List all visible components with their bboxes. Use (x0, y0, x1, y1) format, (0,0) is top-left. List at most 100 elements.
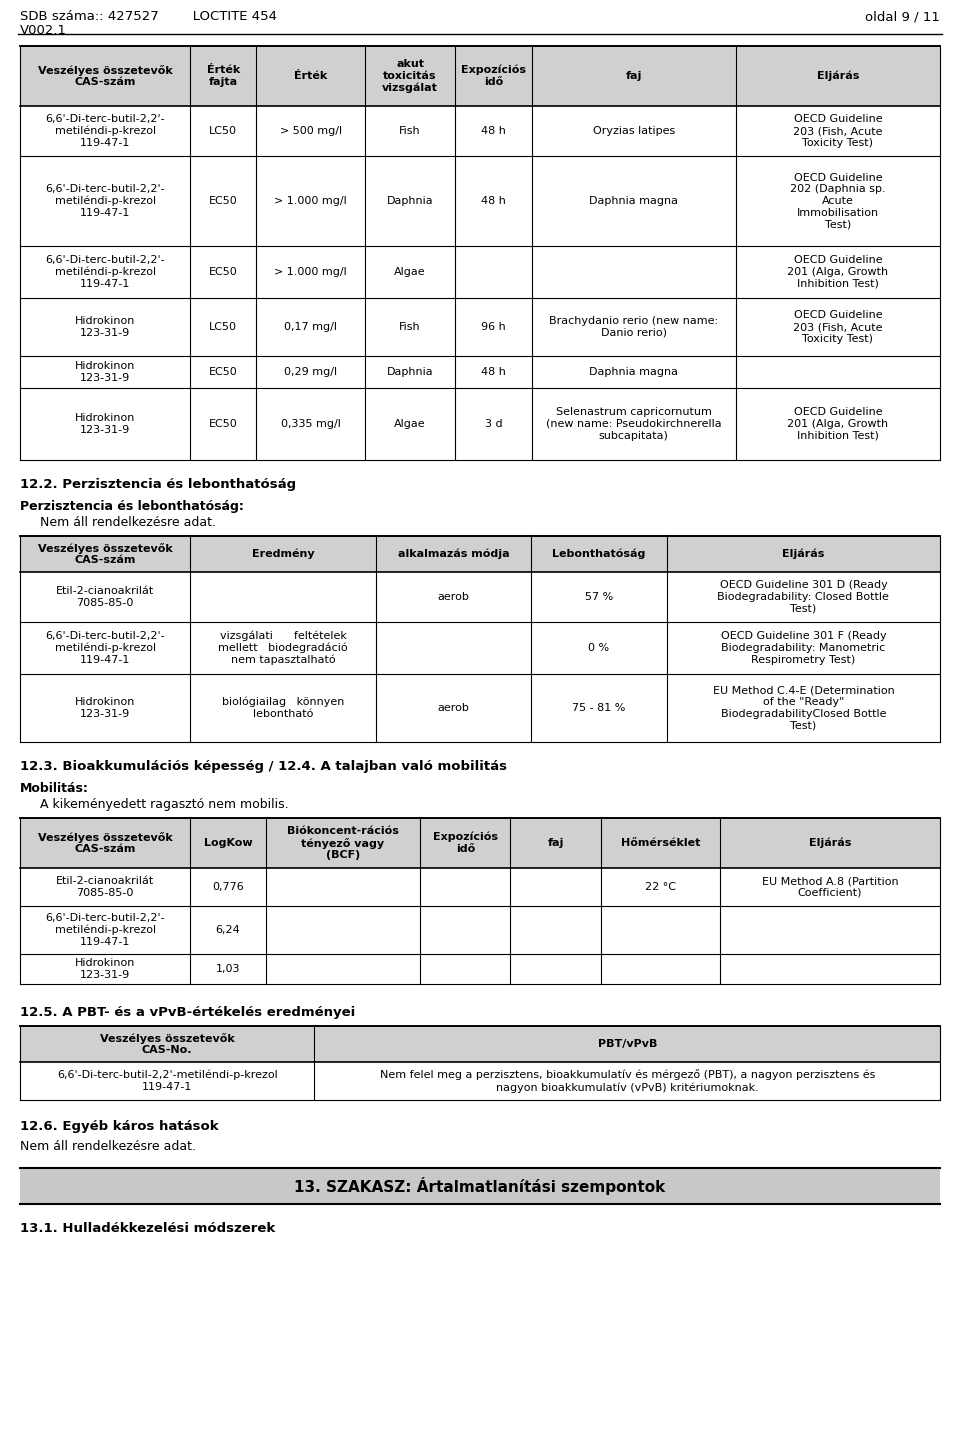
Text: 6,6'-Di-terc-butil-2,2'-
metiléndi-p-krezol
119-47-1: 6,6'-Di-terc-butil-2,2'- metiléndi-p-kre… (45, 255, 165, 288)
Text: OECD Guideline 301 F (Ready
Biodegradability: Manometric
Respirometry Test): OECD Guideline 301 F (Ready Biodegradabi… (721, 632, 886, 665)
Text: Lebonthatóság: Lebonthatóság (552, 549, 645, 559)
Text: Algae: Algae (395, 420, 426, 430)
Text: Brachydanio rerio (new name:
Danio rerio): Brachydanio rerio (new name: Danio rerio… (549, 316, 718, 337)
Text: 13.1. Hulladékkezelési módszerek: 13.1. Hulladékkezelési módszerek (20, 1221, 276, 1234)
Text: 0,29 mg/l: 0,29 mg/l (284, 368, 337, 376)
Text: EC50: EC50 (209, 420, 238, 430)
Text: 13. SZAKASZ: Ártalmatlanítási szempontok: 13. SZAKASZ: Ártalmatlanítási szempontok (295, 1177, 665, 1195)
Text: EC50: EC50 (209, 196, 238, 206)
Text: 48 h: 48 h (481, 196, 506, 206)
Text: Oryzias latipes: Oryzias latipes (592, 125, 675, 136)
Text: Veszélyes összetevők
CAS-No.: Veszélyes összetevők CAS-No. (100, 1032, 234, 1056)
Text: LC50: LC50 (209, 322, 237, 332)
Text: > 500 mg/l: > 500 mg/l (279, 125, 342, 136)
Text: EU Method C.4-E (Determination
of the "Ready"
BiodegradabilityClosed Bottle
Test: EU Method C.4-E (Determination of the "R… (712, 685, 895, 731)
Text: Daphnia magna: Daphnia magna (589, 196, 678, 206)
Text: V002.1: V002.1 (20, 25, 67, 37)
Text: Fish: Fish (399, 125, 420, 136)
Text: Hidrokinon
123-31-9: Hidrokinon 123-31-9 (75, 360, 135, 382)
Text: aerob: aerob (438, 704, 469, 712)
Text: vizsgálati      feltételek
mellett   biodegradáció
nem tapasztalható: vizsgálati feltételek mellett biodegradá… (218, 630, 348, 665)
Text: akut
toxicitás
vizsgálat: akut toxicitás vizsgálat (382, 59, 438, 92)
Bar (20, 1168, 940, 1204)
Text: Hidrokinon
123-31-9: Hidrokinon 123-31-9 (75, 414, 135, 435)
Text: 3 d: 3 d (485, 420, 502, 430)
Text: biológiailag   könnyen
lebontható: biológiailag könnyen lebontható (222, 696, 345, 720)
Text: OECD Guideline 301 D (Ready
Biodegradability: Closed Bottle
Test): OECD Guideline 301 D (Ready Biodegradabi… (717, 580, 889, 614)
Text: Veszélyes összetevők
CAS-szám: Veszélyes összetevők CAS-szám (37, 65, 173, 88)
Text: 0,776: 0,776 (212, 883, 244, 893)
Text: 6,6'-Di-terc-butil-2,2'-
metiléndi-p-krezol
119-47-1: 6,6'-Di-terc-butil-2,2'- metiléndi-p-kre… (45, 114, 165, 149)
Text: 12.3. Bioakkumulációs képesség / 12.4. A talajban való mobilitás: 12.3. Bioakkumulációs képesség / 12.4. A… (20, 760, 507, 773)
Text: 57 %: 57 % (585, 593, 612, 601)
Text: LC50: LC50 (209, 125, 237, 136)
Text: 48 h: 48 h (481, 368, 506, 376)
Text: A kikeményedett ragasztó nem mobilis.: A kikeményedett ragasztó nem mobilis. (40, 797, 289, 810)
Text: 22 °C: 22 °C (645, 883, 676, 893)
Text: faj: faj (547, 838, 564, 848)
Text: OECD Guideline
201 (Alga, Growth
Inhibition Test): OECD Guideline 201 (Alga, Growth Inhibit… (787, 255, 888, 288)
Text: 6,6'-Di-terc-butil-2,2'-
metiléndi-p-krezol
119-47-1: 6,6'-Di-terc-butil-2,2'- metiléndi-p-kre… (45, 185, 165, 218)
Text: Etil-2-cianoakrilát
7085-85-0: Etil-2-cianoakrilát 7085-85-0 (56, 877, 155, 898)
Text: Nem áll rendelkezésre adat.: Nem áll rendelkezésre adat. (20, 1141, 196, 1154)
Text: Eredmény: Eredmény (252, 549, 315, 559)
Text: EC50: EC50 (209, 267, 238, 277)
Text: Eljárás: Eljárás (817, 71, 859, 81)
Bar (20, 536, 940, 572)
Text: OECD Guideline
202 (Daphnia sp.
Acute
Immobilisation
Test): OECD Guideline 202 (Daphnia sp. Acute Im… (790, 173, 886, 229)
Text: Veszélyes összetevők
CAS-szám: Veszélyes összetevők CAS-szám (37, 832, 173, 854)
Text: Biókoncent-rációs
tényező vagy
(BCF): Biókoncent-rációs tényező vagy (BCF) (287, 826, 398, 861)
Text: > 1.000 mg/l: > 1.000 mg/l (275, 196, 348, 206)
Text: Fish: Fish (399, 322, 420, 332)
Text: 6,6'-Di-terc-butil-2,2'-
metiléndi-p-krezol
119-47-1: 6,6'-Di-terc-butil-2,2'- metiléndi-p-kre… (45, 913, 165, 947)
Bar (20, 46, 940, 107)
Text: 96 h: 96 h (481, 322, 506, 332)
Text: EU Method A.8 (Partition
Coefficient): EU Method A.8 (Partition Coefficient) (761, 877, 899, 898)
Text: OECD Guideline
203 (Fish, Acute
Toxicity Test): OECD Guideline 203 (Fish, Acute Toxicity… (793, 310, 882, 343)
Text: Érték
fajta: Érték fajta (206, 65, 240, 87)
Text: 75 - 81 %: 75 - 81 % (572, 704, 625, 712)
Text: Érték: Érték (294, 71, 327, 81)
Text: SDB száma:: 427527        LOCTITE 454: SDB száma:: 427527 LOCTITE 454 (20, 10, 277, 23)
Text: > 1.000 mg/l: > 1.000 mg/l (275, 267, 348, 277)
Text: 6,6'-Di-terc-butil-2,2'-
metiléndi-p-krezol
119-47-1: 6,6'-Di-terc-butil-2,2'- metiléndi-p-kre… (45, 632, 165, 665)
Text: aerob: aerob (438, 593, 469, 601)
Text: Selenastrum capricornutum
(new name: Pseudokirchnerella
subcapitata): Selenastrum capricornutum (new name: Pse… (546, 408, 722, 441)
Text: 48 h: 48 h (481, 125, 506, 136)
Text: 12.6. Egyéb káros hatások: 12.6. Egyéb káros hatások (20, 1120, 219, 1133)
Text: Eljárás: Eljárás (809, 838, 852, 848)
Bar (20, 1027, 940, 1061)
Text: EC50: EC50 (209, 368, 238, 376)
Text: Nem áll rendelkezésre adat.: Nem áll rendelkezésre adat. (40, 516, 216, 529)
Text: Daphnia magna: Daphnia magna (589, 368, 678, 376)
Text: PBT/vPvB: PBT/vPvB (597, 1040, 657, 1048)
Text: 12.2. Perzisztencia és lebonthatóság: 12.2. Perzisztencia és lebonthatóság (20, 477, 296, 490)
Text: Mobilitás:: Mobilitás: (20, 782, 89, 795)
Text: Eljárás: Eljárás (782, 549, 825, 559)
Text: Hidrokinon
123-31-9: Hidrokinon 123-31-9 (75, 696, 135, 718)
Text: Hidrokinon
123-31-9: Hidrokinon 123-31-9 (75, 316, 135, 337)
Text: 0,17 mg/l: 0,17 mg/l (284, 322, 337, 332)
Text: LogKow: LogKow (204, 838, 252, 848)
Text: 12.5. A PBT- és a vPvB-értékelés eredményei: 12.5. A PBT- és a vPvB-értékelés eredmén… (20, 1007, 355, 1019)
Text: 6,24: 6,24 (216, 924, 240, 934)
Text: 0,335 mg/l: 0,335 mg/l (280, 420, 341, 430)
Text: alkalmazás módja: alkalmazás módja (397, 549, 509, 559)
Bar (20, 818, 940, 868)
Text: OECD Guideline
203 (Fish, Acute
Toxicity Test): OECD Guideline 203 (Fish, Acute Toxicity… (793, 114, 882, 147)
Text: Perzisztencia és lebonthatóság:: Perzisztencia és lebonthatóság: (20, 500, 244, 513)
Text: Algae: Algae (395, 267, 426, 277)
Text: Hidrokinon
123-31-9: Hidrokinon 123-31-9 (75, 957, 135, 979)
Text: Nem felel meg a perzisztens, bioakkumulatív és mérgező (PBT), a nagyon perziszte: Nem felel meg a perzisztens, bioakkumula… (379, 1070, 875, 1093)
Text: 1,03: 1,03 (216, 965, 240, 973)
Text: oldal 9 / 11: oldal 9 / 11 (865, 10, 940, 23)
Text: 6,6'-Di-terc-butil-2,2'-metiléndi-p-krezol
119-47-1: 6,6'-Di-terc-butil-2,2'-metiléndi-p-krez… (57, 1070, 277, 1092)
Text: Daphnia: Daphnia (387, 368, 433, 376)
Text: Hőmérséklet: Hőmérséklet (620, 838, 700, 848)
Text: Expozíciós
idő: Expozíciós idő (433, 832, 498, 854)
Text: Veszélyes összetevők
CAS-szám: Veszélyes összetevők CAS-szám (37, 542, 173, 565)
Text: Etil-2-cianoakrilát
7085-85-0: Etil-2-cianoakrilát 7085-85-0 (56, 587, 155, 607)
Text: OECD Guideline
201 (Alga, Growth
Inhibition Test): OECD Guideline 201 (Alga, Growth Inhibit… (787, 408, 888, 441)
Text: Expozíciós
idő: Expozíciós idő (461, 65, 526, 87)
Text: faj: faj (626, 71, 642, 81)
